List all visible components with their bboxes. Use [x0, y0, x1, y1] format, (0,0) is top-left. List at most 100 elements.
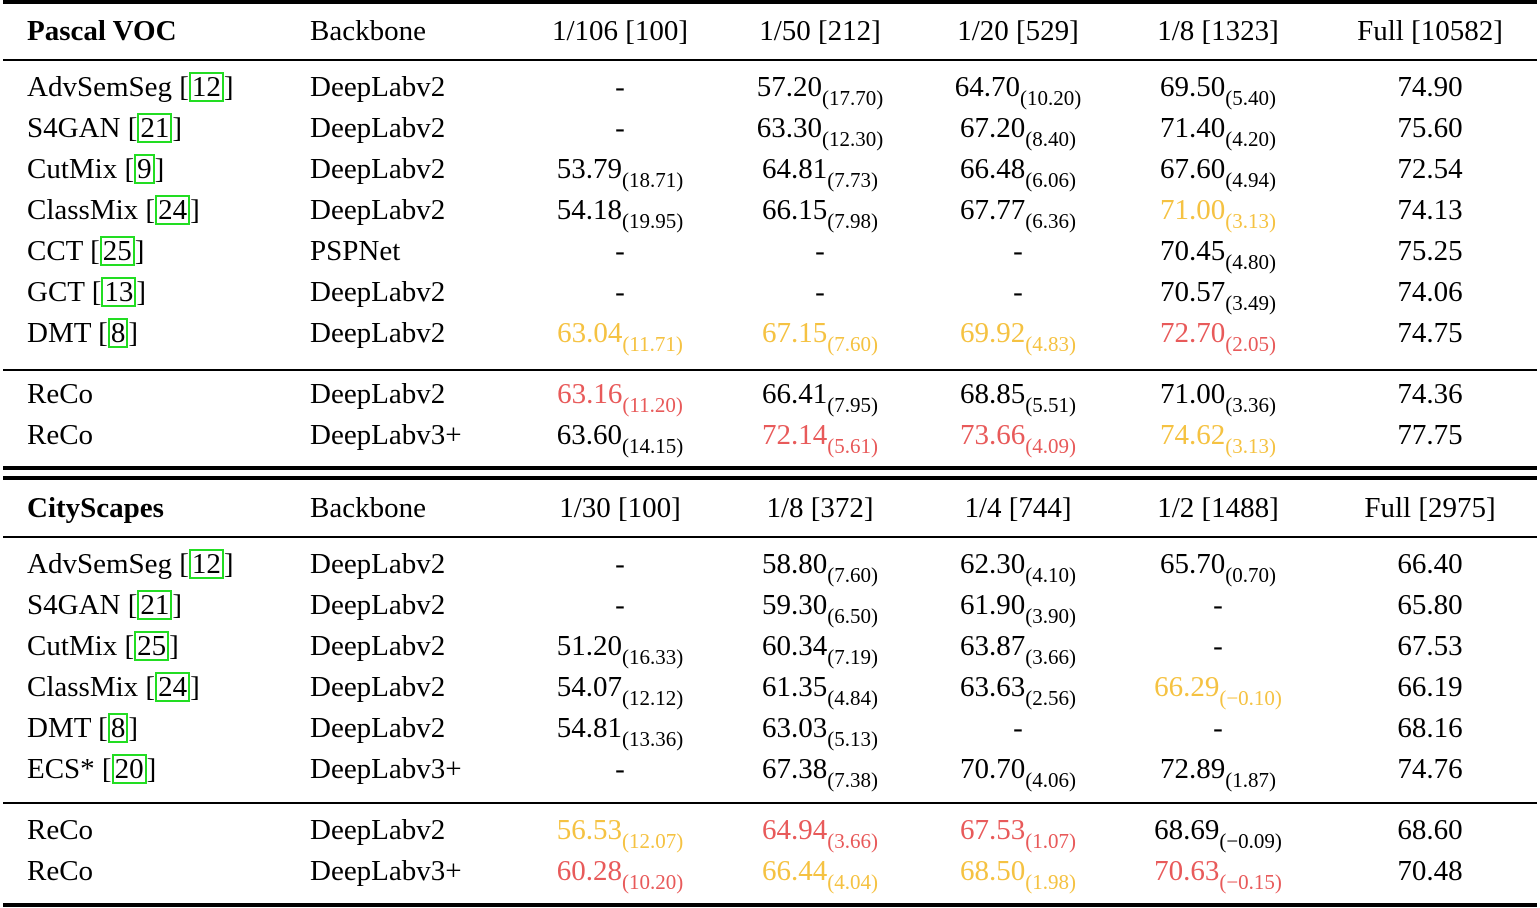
citation-link[interactable]: 21: [137, 590, 173, 620]
miou-value: 66.15: [762, 194, 828, 226]
gap-to-full: (5.51): [1025, 393, 1076, 417]
score-cell: 60.28(10.20): [520, 851, 720, 894]
miou-value: 63.03: [762, 712, 828, 744]
score-cell: 68.85(5.51): [918, 374, 1118, 417]
score-cell: 67.77(6.36): [918, 190, 1118, 233]
miou-value: 72.14: [762, 419, 828, 451]
method-name: AdvSemSeg [12]: [27, 67, 234, 108]
gap-to-full: (11.71): [622, 332, 683, 356]
miou-value: 67.53: [960, 814, 1026, 846]
gap-to-full: (3.66): [1025, 645, 1076, 669]
gap-to-full: (10.20): [622, 870, 684, 894]
miou-value: 71.00: [1160, 194, 1226, 226]
score-cell: -: [720, 272, 920, 313]
method-name: DMT [8]: [27, 313, 138, 354]
table-row: ReCo DeepLabv3+ 60.28(10.20) 66.44(4.04) 68.…: [0, 851, 1540, 894]
score-cell: 74.76: [1330, 749, 1530, 790]
citation-link[interactable]: 20: [111, 754, 147, 784]
citation-bracket: ]: [146, 753, 157, 785]
score-cell: -: [520, 108, 720, 149]
citation-link[interactable]: 12: [188, 72, 224, 102]
column-header: Backbone: [310, 15, 426, 47]
score-cell: 75.60: [1330, 108, 1530, 149]
citation-link[interactable]: 8: [107, 713, 129, 743]
score-cell: 69.50(5.40): [1118, 67, 1318, 110]
miou-value: 73.66: [960, 419, 1026, 451]
score-cell: 67.53: [1330, 626, 1530, 667]
table-row: ReCo DeepLabv3+ 63.60(14.15) 72.14(5.61) 73.…: [0, 415, 1540, 458]
score-cell: 54.81(13.36): [520, 708, 720, 751]
score-cell: 68.69(−0.09): [1118, 810, 1318, 853]
column-header: 1/20 [529]: [957, 15, 1079, 47]
score-cell: 68.60: [1330, 810, 1530, 851]
gap-to-full: (6.36): [1025, 209, 1076, 233]
miou-value: 74.90: [1397, 71, 1463, 103]
citation-link[interactable]: 21: [137, 113, 173, 143]
miou-value: 71.40: [1160, 112, 1226, 144]
miou-value: 53.79: [556, 153, 622, 185]
method-name: GCT [13]: [27, 272, 146, 313]
citation-bracket: ]: [172, 589, 183, 621]
score-cell: 74.36: [1330, 374, 1530, 415]
gap-to-full: (7.38): [827, 768, 878, 792]
gap-to-full: (8.40): [1025, 127, 1076, 151]
gap-to-full: (6.06): [1025, 168, 1076, 192]
gap-to-full: (1.98): [1025, 870, 1076, 894]
miou-value: 60.28: [556, 855, 622, 887]
gap-to-full: (3.13): [1225, 434, 1276, 458]
miou-value: 54.18: [556, 194, 622, 226]
score-cell: 56.53(12.07): [520, 810, 720, 853]
column-header: 1/4 [744]: [964, 492, 1072, 524]
score-cell: 66.48(6.06): [918, 149, 1118, 192]
column-header: Full [2975]: [1364, 492, 1496, 524]
gap-to-full: (3.36): [1225, 393, 1276, 417]
citation-bracket: ]: [223, 71, 234, 103]
backbone: DeepLabv2: [310, 112, 446, 144]
method-label: CCT [: [27, 235, 100, 267]
gap-to-full: (−0.15): [1219, 870, 1282, 894]
score-cell: 63.60(14.15): [520, 415, 720, 458]
score-cell: 67.38(7.38): [720, 749, 920, 792]
citation-link[interactable]: 9: [134, 154, 155, 184]
table-row: DMT [8] DeepLabv2 54.81(13.36) 63.03(5.13) -…: [0, 708, 1540, 751]
score-cell: 72.70(2.05): [1118, 313, 1318, 356]
gap-to-full: (7.19): [827, 645, 878, 669]
gap-to-full: (4.20): [1225, 127, 1276, 151]
score-cell: 62.30(4.10): [918, 544, 1118, 587]
miou-value: 69.50: [1160, 71, 1226, 103]
citation-bracket: ]: [136, 276, 147, 308]
table-row: CutMix [9] DeepLabv2 53.79(18.71) 64.81(7.7…: [0, 149, 1540, 192]
gap-to-full: (4.84): [827, 686, 878, 710]
score-cell: 75.25: [1330, 231, 1530, 272]
score-cell: 71.40(4.20): [1118, 108, 1318, 151]
score-cell: 66.41(7.95): [720, 374, 920, 417]
citation-link[interactable]: 12: [188, 549, 224, 579]
method-name: CutMix [9]: [27, 149, 164, 190]
citation-link[interactable]: 24: [155, 672, 191, 702]
citation-bracket: ]: [223, 548, 234, 580]
citation-link[interactable]: 25: [99, 236, 135, 266]
score-cell: -: [1118, 708, 1318, 749]
miou-value: 67.20: [960, 112, 1026, 144]
method-label: CutMix [: [27, 630, 135, 662]
gap-to-full: (16.33): [622, 645, 684, 669]
miou-value: 74.13: [1397, 194, 1463, 226]
citation-link[interactable]: 13: [101, 277, 137, 307]
citation-link[interactable]: 24: [155, 195, 191, 225]
miou-value: 74.62: [1160, 419, 1226, 451]
citation-link[interactable]: 8: [107, 318, 129, 348]
miou-value: 74.75: [1397, 317, 1463, 349]
table-row: ClassMix [24] DeepLabv2 54.07(12.12) 61.35(…: [0, 667, 1540, 710]
column-header: 1/50 [212]: [759, 15, 881, 47]
miou-value: 75.25: [1397, 235, 1463, 267]
miou-value: 66.19: [1397, 671, 1463, 703]
score-cell: 65.70(0.70): [1118, 544, 1318, 587]
method-label: DMT [: [27, 317, 108, 349]
table-row: AdvSemSeg [12] DeepLabv2-57.20(17.70) 64.7…: [0, 67, 1540, 110]
double-rule-bottom: [3, 476, 1537, 480]
top-rule: [3, 0, 1537, 4]
citation-link[interactable]: 25: [134, 631, 170, 661]
score-cell: 64.81(7.73): [720, 149, 920, 192]
gap-to-full: (7.73): [827, 168, 878, 192]
